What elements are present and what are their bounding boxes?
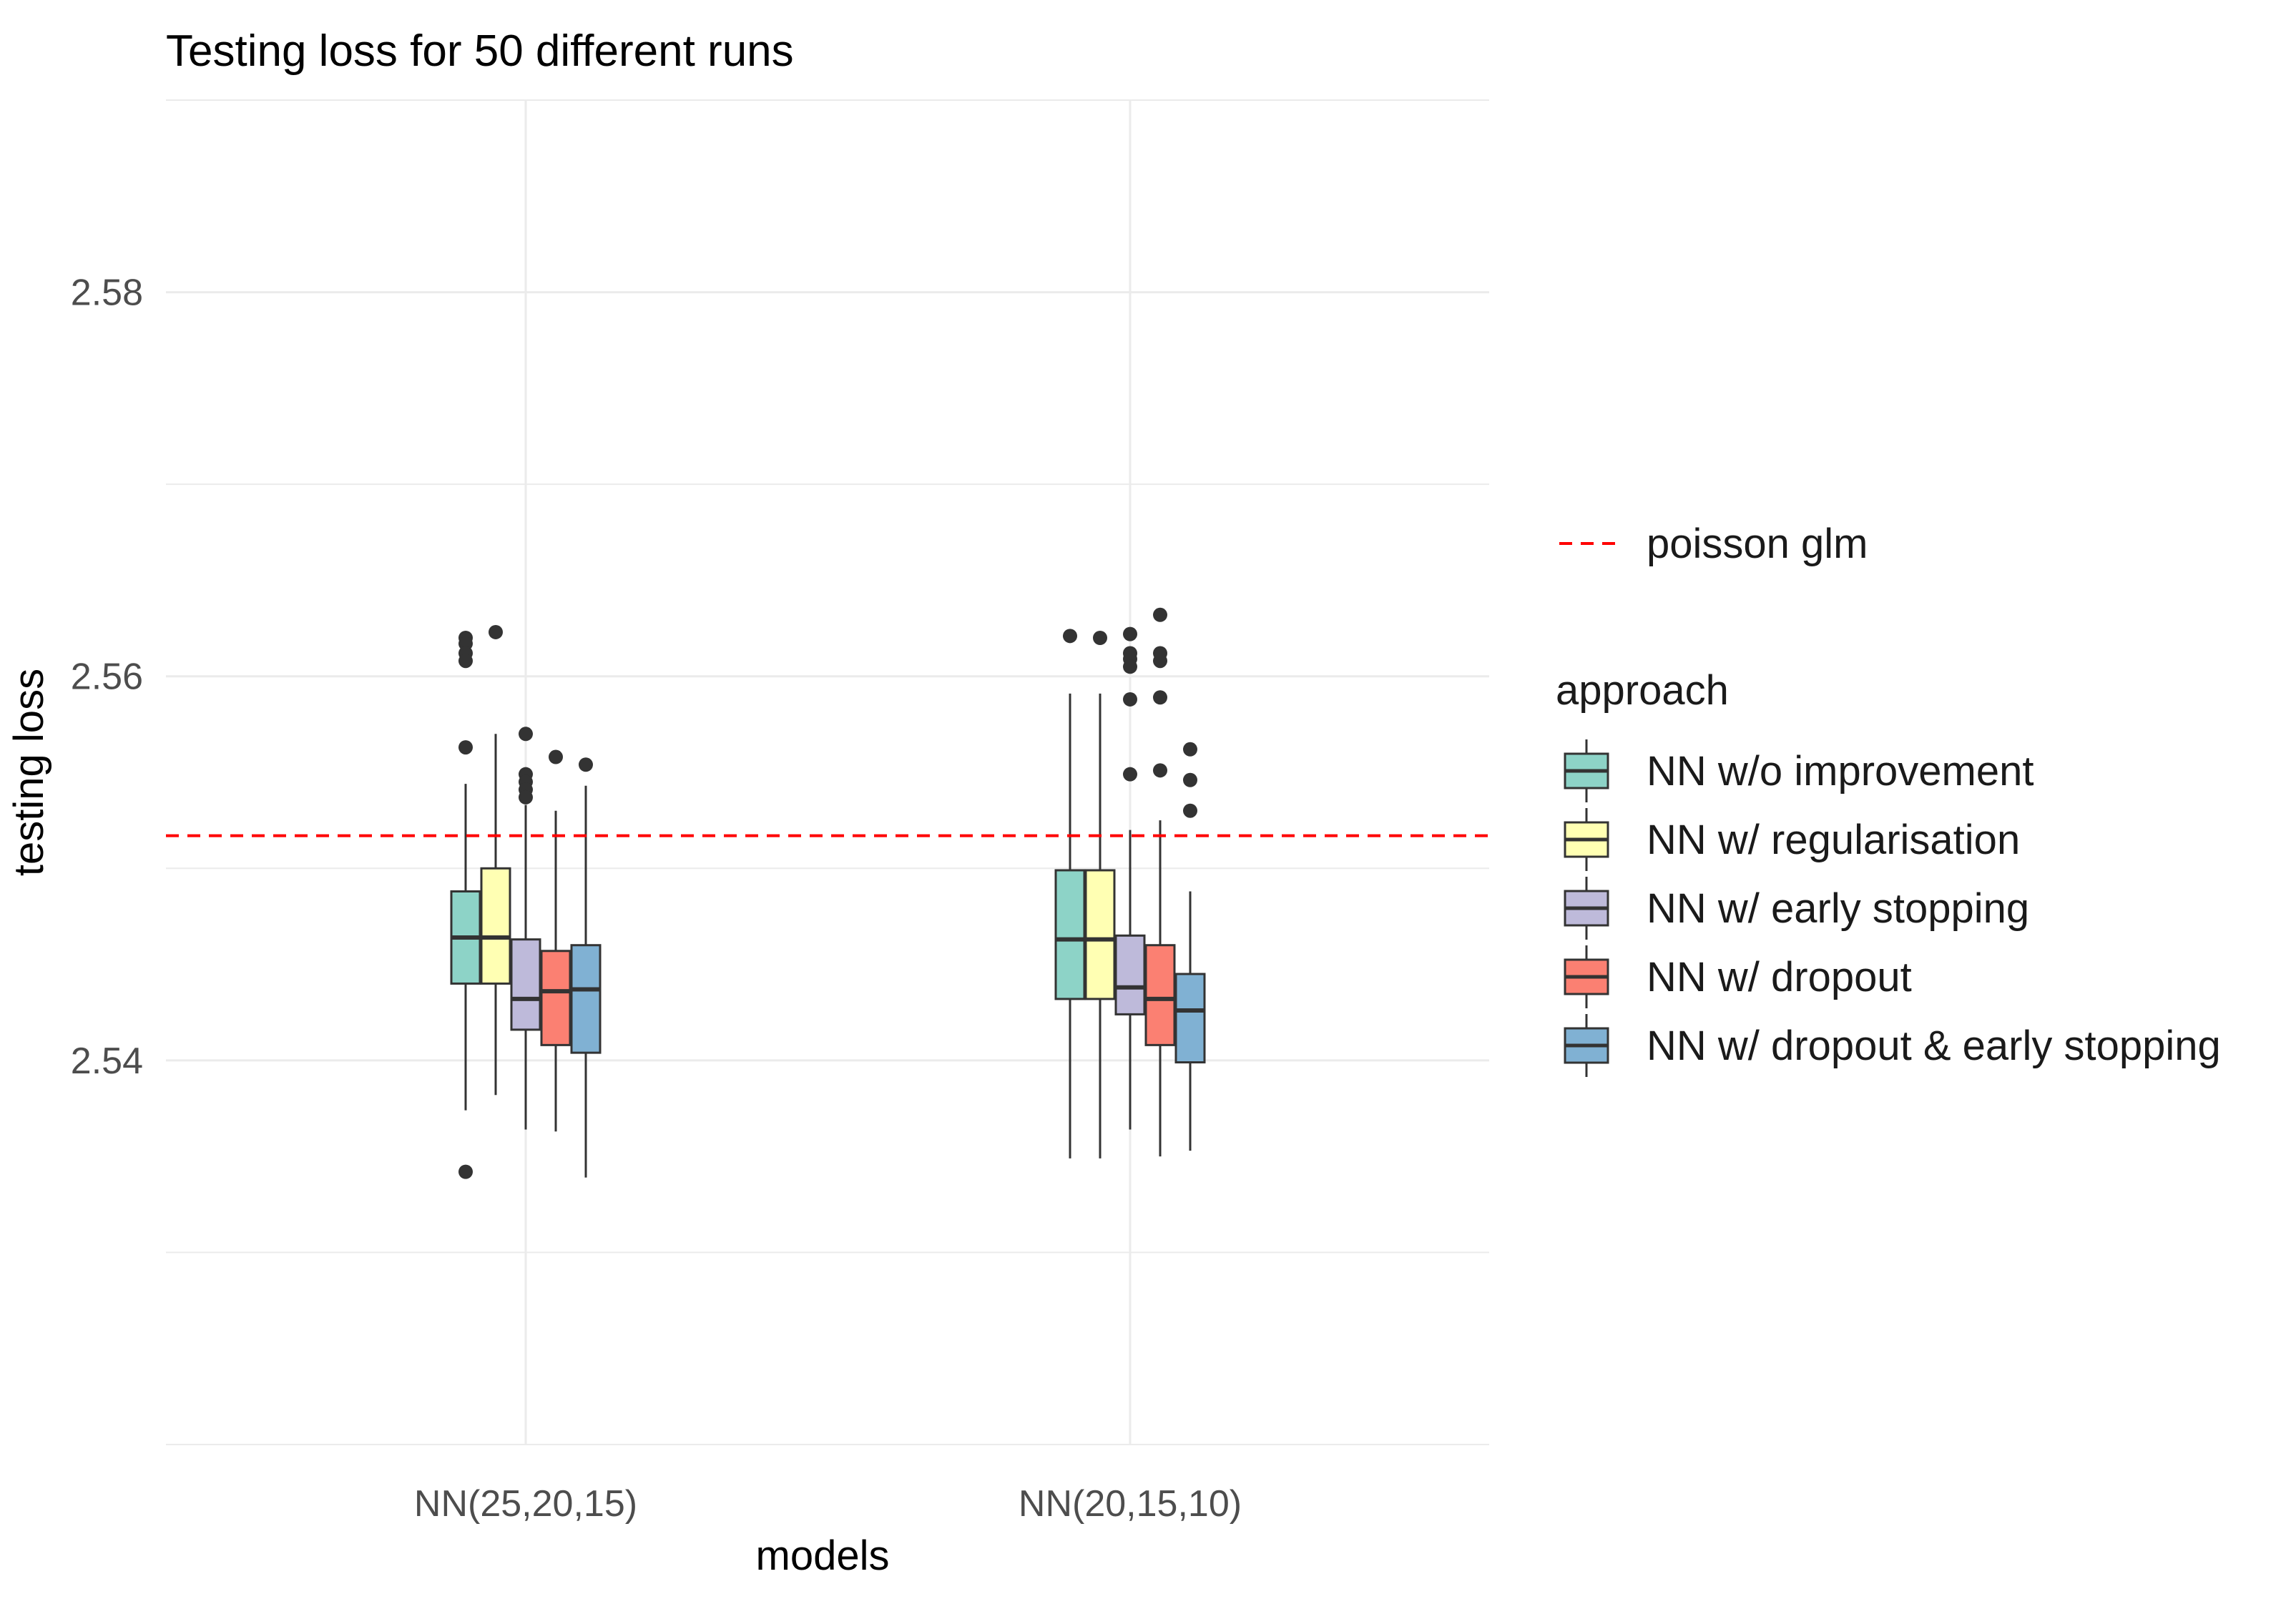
outlier-point: [579, 757, 593, 772]
legend-label: NN w/ dropout: [1647, 954, 1912, 1000]
outlier-point: [549, 749, 563, 764]
y-axis-title: testing loss: [6, 669, 52, 876]
outlier-point: [458, 1164, 473, 1179]
outlier-point: [1123, 692, 1137, 707]
box-body: [1174, 973, 1206, 1064]
box-0-3: [540, 749, 571, 1132]
boxplots: [450, 607, 1206, 1179]
axis-ticks: 2.54 2.56 2.58 NN(25,20,15) NN(20,15,10): [71, 272, 1242, 1525]
box-body: [1084, 869, 1116, 1000]
outlier-point: [1183, 742, 1197, 757]
outlier-point: [1123, 659, 1137, 674]
legend: poisson glm approach NN w/o improvement NN …: [1556, 521, 2221, 1077]
box-1-2: [1114, 626, 1146, 1130]
legend-label: NN w/ dropout & early stopping: [1647, 1023, 2221, 1069]
outlier-point: [1183, 803, 1197, 818]
outlier-point: [1063, 629, 1077, 644]
x-axis-title: models: [756, 1532, 890, 1579]
box-1-4: [1174, 742, 1206, 1151]
box-body: [1054, 869, 1086, 1000]
y-tick-label: 2.58: [71, 272, 143, 314]
outlier-point: [1153, 763, 1167, 778]
x-tick-label: NN(20,15,10): [1019, 1483, 1242, 1525]
box-body: [540, 950, 571, 1046]
outlier-point: [1123, 767, 1137, 782]
outlier-point: [519, 789, 533, 805]
y-tick-label: 2.54: [71, 1040, 143, 1082]
outlier-point: [1093, 631, 1107, 645]
legend-label-reference: poisson glm: [1647, 521, 1868, 567]
legend-label: NN w/o improvement: [1647, 748, 2033, 794]
box-body: [480, 867, 511, 985]
box-body: [1144, 944, 1176, 1046]
legend-label: NN w/ early stopping: [1647, 885, 2029, 932]
outlier-point: [489, 624, 503, 639]
x-tick-label: NN(25,20,15): [414, 1483, 637, 1525]
box-body: [510, 938, 541, 1031]
box-0-4: [570, 757, 602, 1178]
box-0-0: [450, 631, 481, 1179]
outlier-point: [458, 654, 473, 669]
outlier-point: [519, 727, 533, 742]
box-1-0: [1054, 629, 1086, 1158]
box-body: [570, 944, 602, 1054]
outlier-point: [458, 740, 473, 755]
legend-title: approach: [1556, 667, 1729, 714]
y-tick-label: 2.56: [71, 656, 143, 698]
grid: [166, 99, 1489, 1445]
box-0-1: [480, 624, 511, 1096]
outlier-point: [1153, 607, 1167, 622]
chart-title: Testing loss for 50 different runs: [166, 26, 794, 76]
box-1-1: [1084, 631, 1116, 1158]
box-1-3: [1144, 607, 1176, 1157]
box-0-2: [510, 727, 541, 1130]
box-body: [1114, 934, 1146, 1015]
outlier-point: [1183, 772, 1197, 787]
outlier-point: [1123, 626, 1137, 641]
outlier-point: [1153, 690, 1167, 705]
legend-label: NN w/ regularisation: [1647, 817, 2020, 863]
outlier-point: [1153, 654, 1167, 669]
